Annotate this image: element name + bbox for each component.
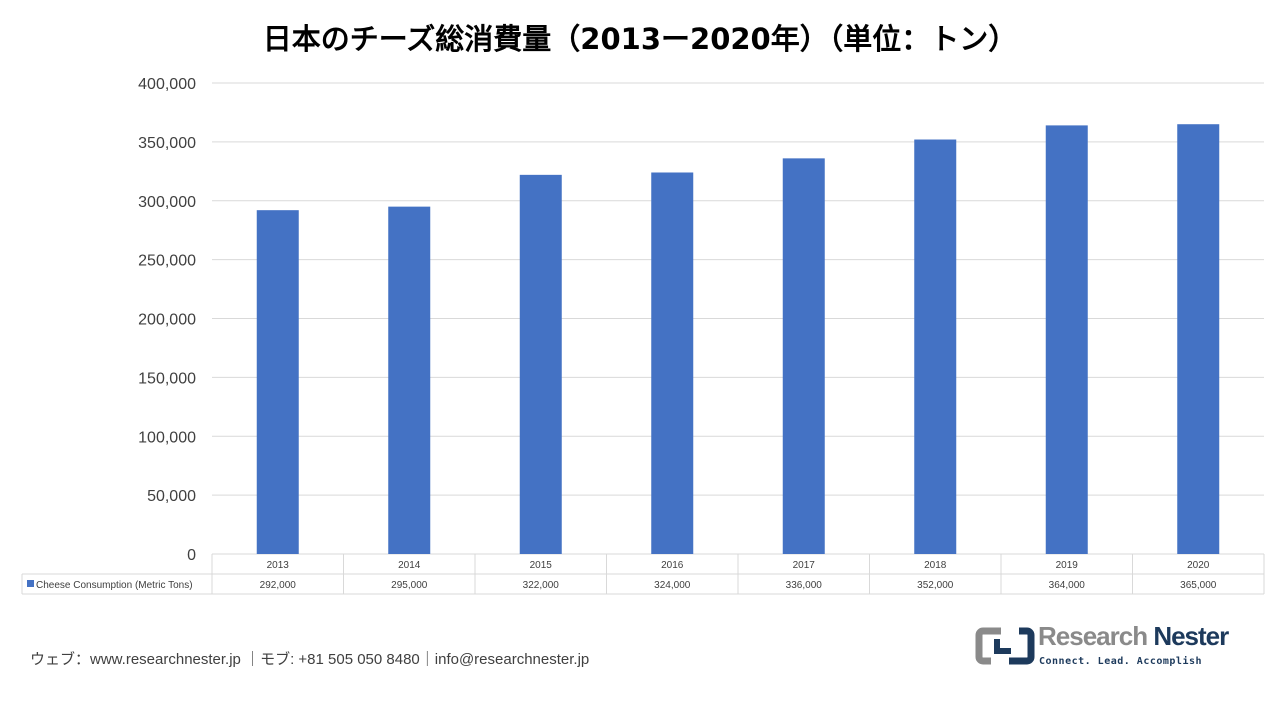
bar-2016	[651, 172, 694, 555]
data-table-value: 324,000	[654, 580, 691, 591]
footer-contact: ウェブ：www.researchnester.jp ｜モブ: +81 505 0…	[30, 651, 590, 668]
research-nester-logo: Research Nester Connect. Lead. Accomplis…	[975, 622, 1245, 672]
y-tick-label: 300,000	[138, 194, 196, 211]
x-category-label: 2020	[1187, 560, 1210, 571]
y-tick-label: 400,000	[138, 76, 196, 93]
bar-2020	[1177, 124, 1220, 555]
y-tick-label: 100,000	[138, 429, 196, 446]
y-tick-label: 150,000	[138, 370, 196, 387]
y-tick-label: 350,000	[138, 135, 196, 152]
y-tick-label: 0	[187, 547, 196, 564]
x-category-label: 2016	[661, 560, 684, 571]
y-tick-label: 250,000	[138, 253, 196, 270]
bar-2019	[1045, 125, 1088, 554]
bar-2018	[914, 139, 957, 554]
bar-2017	[782, 158, 825, 555]
data-table-value: 322,000	[523, 580, 560, 591]
y-tick-label: 200,000	[138, 312, 196, 329]
logo-mark-icon	[975, 627, 1035, 665]
x-category-label: 2013	[267, 560, 290, 571]
x-category-label: 2019	[1056, 560, 1079, 571]
bar-2015	[519, 174, 562, 554]
data-table-value: 292,000	[260, 580, 297, 591]
legend-series-name: Cheese Consumption (Metric Tons)	[36, 580, 193, 591]
logo-name-nester: Nester	[1153, 621, 1229, 651]
chart-title: 日本のチーズ総消費量（2013ー2020年）（単位：トン）	[262, 22, 1018, 56]
logo-tagline: Connect. Lead. Accomplish	[1039, 656, 1203, 667]
logo-name-research: Research	[1038, 621, 1148, 651]
y-tick-label: 50,000	[147, 488, 196, 505]
data-table-value: 352,000	[917, 580, 954, 591]
data-table-value: 295,000	[391, 580, 428, 591]
x-category-label: 2014	[398, 560, 421, 571]
x-category-label: 2018	[924, 560, 947, 571]
data-table-value: 365,000	[1180, 580, 1217, 591]
data-table-value: 364,000	[1049, 580, 1086, 591]
bar-2014	[388, 206, 431, 554]
legend-key	[27, 580, 34, 587]
data-table-value: 336,000	[786, 580, 823, 591]
x-category-label: 2017	[793, 560, 816, 571]
bar-2013	[256, 210, 299, 555]
x-category-label: 2015	[530, 560, 553, 571]
